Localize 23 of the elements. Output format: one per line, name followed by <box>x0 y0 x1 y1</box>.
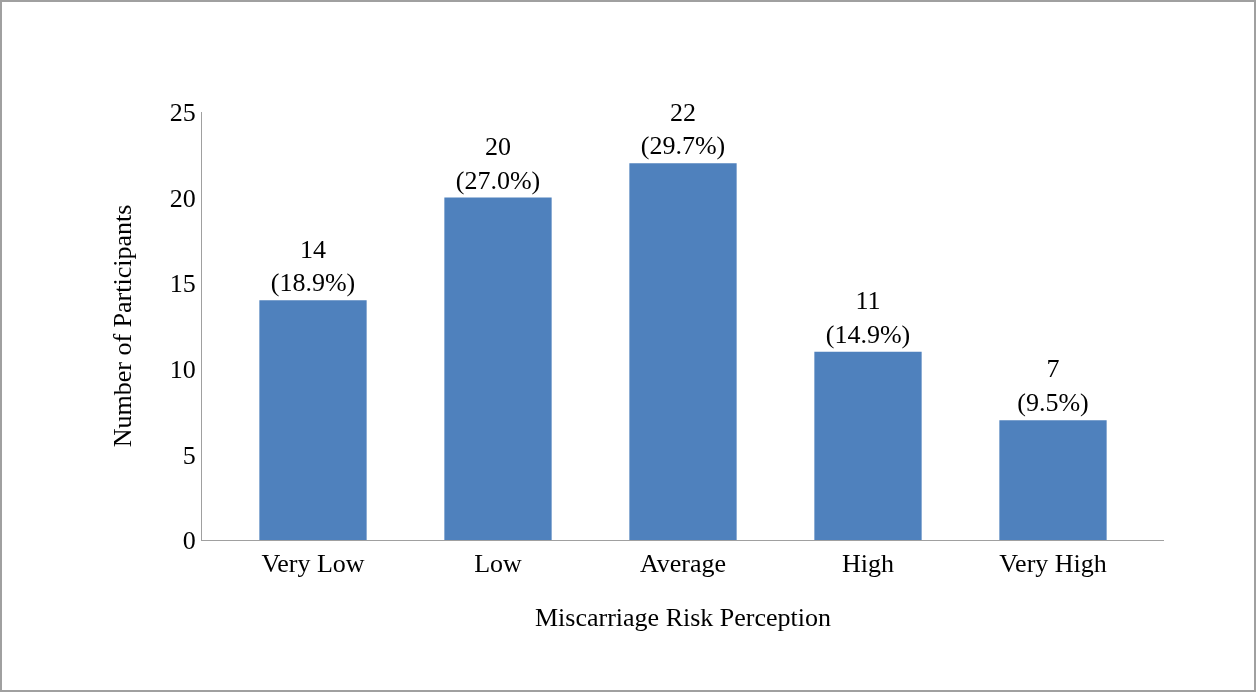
x-tick-label: Average <box>639 549 727 579</box>
y-tick-label: 25 <box>169 98 196 128</box>
data-label: 11 (14.9%) <box>825 285 911 349</box>
data-label: 22 (29.7%) <box>640 97 726 161</box>
bar <box>814 351 922 540</box>
data-label: 7 (9.5%) <box>1017 354 1089 418</box>
y-tick-label: 20 <box>169 183 196 213</box>
y-axis-title: Number of Participants <box>108 204 138 448</box>
x-axis-title: Miscarriage Risk Perception <box>534 602 832 632</box>
y-tick-label: 5 <box>182 440 196 470</box>
x-tick-label: High <box>842 549 894 579</box>
data-label: 20 (27.0%) <box>455 131 541 195</box>
y-tick-label: 15 <box>169 269 196 299</box>
y-tick-label: 0 <box>182 526 196 556</box>
data-label: 14 (18.9%) <box>270 234 356 298</box>
x-tick-label: Very Low <box>261 549 365 579</box>
x-tick-label: Very High <box>999 549 1107 579</box>
y-tick-label: 10 <box>169 354 196 384</box>
bar <box>444 197 552 540</box>
bar <box>999 420 1107 540</box>
bar <box>629 163 737 540</box>
x-tick-label: Low <box>474 549 523 579</box>
bar <box>259 300 367 540</box>
